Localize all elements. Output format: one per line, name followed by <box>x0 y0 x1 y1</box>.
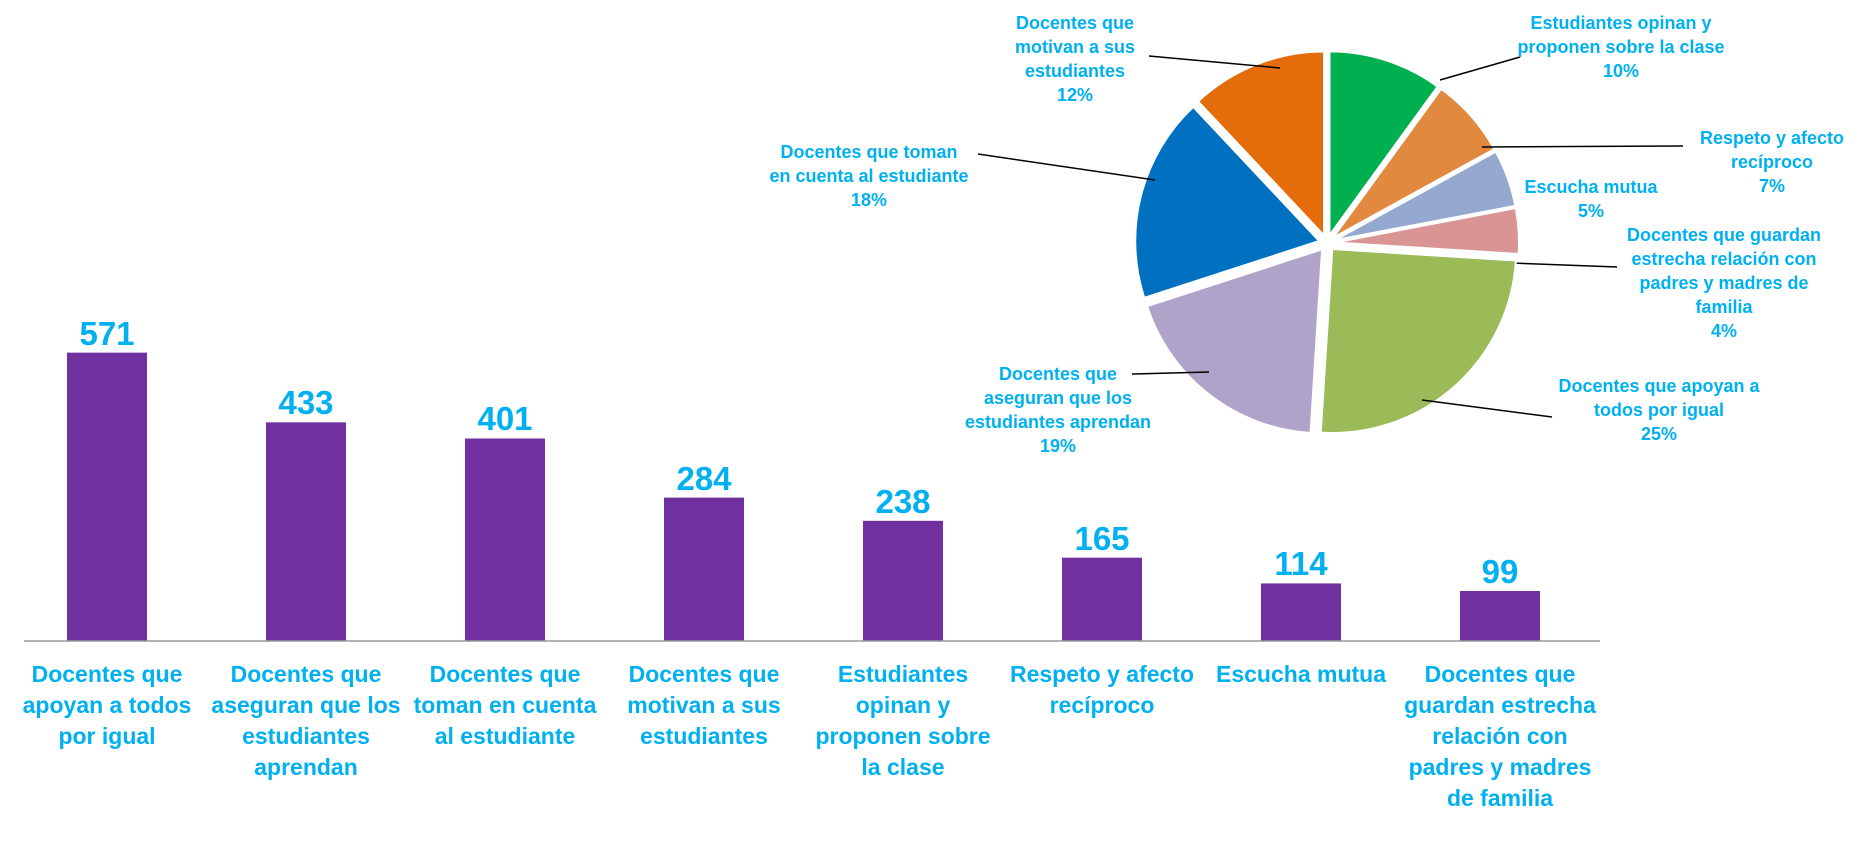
x-tick-label: Docentes que apoyan a todos por igual <box>22 661 192 749</box>
pie-label-name: Docentes que apoyan a todos por igual <box>1558 376 1760 420</box>
pie-label-value: 5% <box>1577 201 1604 221</box>
pie-slice <box>1319 247 1517 435</box>
x-tick-label: Escucha mutua <box>1216 661 1386 687</box>
pie-slice <box>1134 105 1322 300</box>
pie-label-value: 7% <box>1758 176 1785 196</box>
value-label: 571 <box>79 314 135 352</box>
leader-line <box>1148 55 1281 69</box>
x-tick-label: Docentes que toman en cuenta al estudian… <box>413 661 597 749</box>
pie-label: Docentes que aseguran que los estudiante… <box>963 362 1153 458</box>
pie-label-value: 10% <box>1602 61 1640 81</box>
pie-label-name: Docentes que toman en cuenta al estudian… <box>769 142 969 186</box>
bar <box>1062 557 1142 641</box>
pie-label-value: 18% <box>850 190 888 210</box>
x-tick-label: Estudiantes opinan y proponen sobre la c… <box>815 661 991 780</box>
pie-label: Docentes que motivan a sus estudiantes 12… <box>995 11 1155 107</box>
pie-label: Docentes que guardan estrecha relación c… <box>1617 223 1832 343</box>
pie-label-name: Escucha mutua <box>1524 177 1658 197</box>
leader-line <box>1131 371 1210 375</box>
bar <box>1261 583 1341 641</box>
value-label: 114 <box>1274 545 1328 583</box>
pie-label-value: 25% <box>1640 424 1678 444</box>
pie-label-value: 12% <box>1056 85 1094 105</box>
pie-label: Docentes que apoyan a todos por igual 25% <box>1549 374 1769 446</box>
x-tick-label: Docentes que aseguran que los estudiante… <box>211 661 401 780</box>
pie-label: Respeto y afecto recíproco 7% <box>1672 126 1858 198</box>
value-label: 401 <box>477 400 533 438</box>
value-label: 99 <box>1481 553 1519 590</box>
pie-label-value: 19% <box>1039 436 1077 456</box>
pie-label-name: Respeto y afecto recíproco <box>1699 128 1845 172</box>
pie-label-name: Estudiantes opinan y proponen sobre la c… <box>1517 13 1725 57</box>
leader-line <box>977 153 1156 181</box>
value-label: 433 <box>278 384 334 422</box>
pie-slice <box>1196 50 1326 239</box>
pie-slice <box>1328 50 1440 239</box>
pie-slice <box>1334 150 1517 242</box>
bar <box>67 352 147 641</box>
x-tick-label: Docentes que motivan a sus estudiantes <box>627 661 781 749</box>
pie-label: Escucha mutua 5% <box>1501 175 1681 223</box>
pie-slice <box>1334 206 1520 256</box>
pie-label-name: Docentes que guardan estrecha relación c… <box>1626 225 1822 317</box>
pie-label: Estudiantes opinan y proponen sobre la c… <box>1516 11 1726 83</box>
bar <box>266 422 346 641</box>
bar <box>664 497 744 641</box>
value-label: 238 <box>875 482 931 520</box>
pie-label: Docentes que toman en cuenta al estudian… <box>769 140 969 212</box>
bar <box>1460 591 1540 641</box>
value-label: 165 <box>1074 519 1130 557</box>
x-tick-label: Respeto y afecto recíproco <box>1009 661 1195 718</box>
pie-slice <box>1145 247 1324 435</box>
pie-label-value: 4% <box>1710 321 1737 341</box>
leader-line <box>1439 56 1521 81</box>
pie-label-name: Docentes que aseguran que los estudiante… <box>964 364 1152 432</box>
value-label: 284 <box>676 459 732 497</box>
leader-line <box>1421 399 1553 418</box>
x-tick-label: Docentes que guardan estrecha relación c… <box>1404 661 1596 811</box>
bar <box>465 438 545 641</box>
bar <box>863 520 943 641</box>
leader-line <box>1481 145 1684 148</box>
pie-label-name: Docentes que motivan a sus estudiantes <box>1014 13 1136 81</box>
leader-line <box>1510 262 1618 268</box>
pie-slice <box>1332 87 1496 239</box>
